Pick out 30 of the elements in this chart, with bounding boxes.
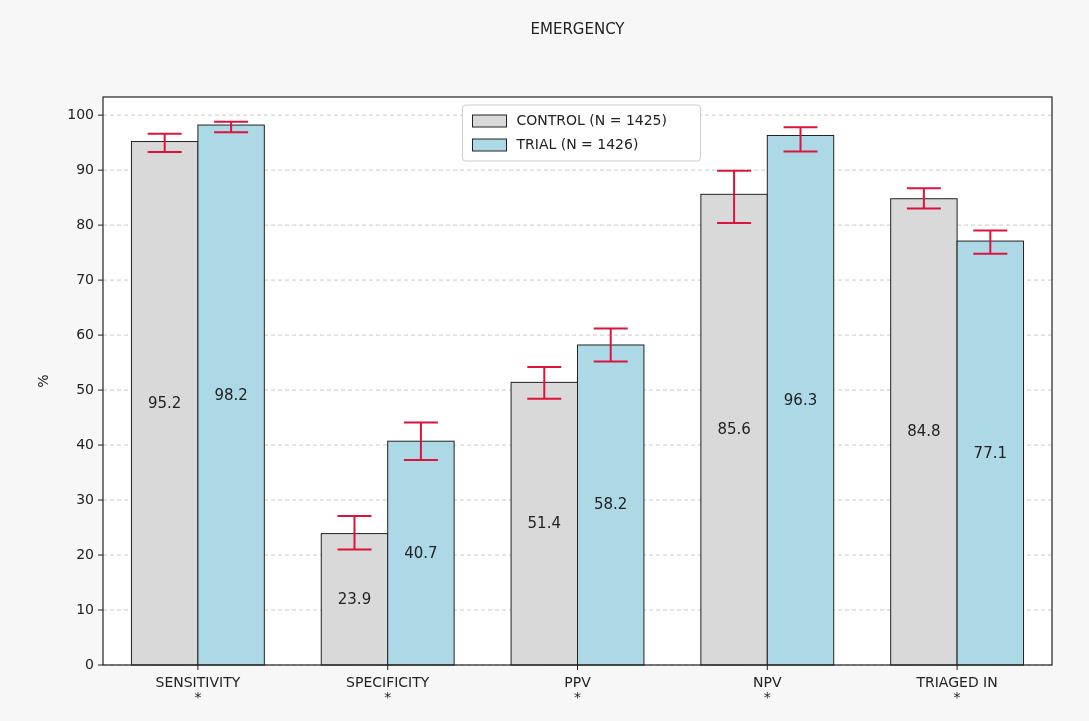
data-label: 85.6 <box>717 420 751 439</box>
y-tick-label: 90 <box>76 161 94 178</box>
y-tick-label: 0 <box>85 656 94 672</box>
data-label: 58.2 <box>594 495 628 514</box>
x-tick-label: PPV * <box>564 674 592 705</box>
data-label: 95.2 <box>147 393 182 412</box>
y-tick-label: 100 <box>67 106 94 123</box>
data-label: 23.9 <box>337 589 372 608</box>
data-label: 51.4 <box>527 514 561 533</box>
y-tick-label: 60 <box>76 326 94 343</box>
data-label: 98.2 <box>214 385 248 404</box>
legend-label: CONTROL (N = 1425) <box>516 112 667 128</box>
x-tick-label: TRIAGED IN * <box>915 674 998 705</box>
data-label: 40.7 <box>404 543 438 562</box>
data-label: 84.8 <box>907 422 941 441</box>
data-label: 96.3 <box>783 390 818 409</box>
data-label: 77.1 <box>973 443 1008 462</box>
y-tick-label: 20 <box>76 546 94 563</box>
x-tick-label: SPECIFICITY * <box>346 674 430 705</box>
y-tick-label: 10 <box>76 601 94 618</box>
x-tick-label: SENSITIVITY * <box>155 674 241 705</box>
y-tick-label: 70 <box>76 271 94 288</box>
y-tick-label: 30 <box>76 491 94 508</box>
y-tick-label: 40 <box>76 436 94 453</box>
y-tick-label: 50 <box>76 381 94 398</box>
y-tick-label: 80 <box>76 216 94 233</box>
chart-title: EMERGENCY <box>530 20 626 38</box>
x-tick-label: NPV * <box>753 674 782 705</box>
y-axis-title: % <box>35 374 51 388</box>
legend-label: TRIAL (N = 1426) <box>515 136 639 152</box>
